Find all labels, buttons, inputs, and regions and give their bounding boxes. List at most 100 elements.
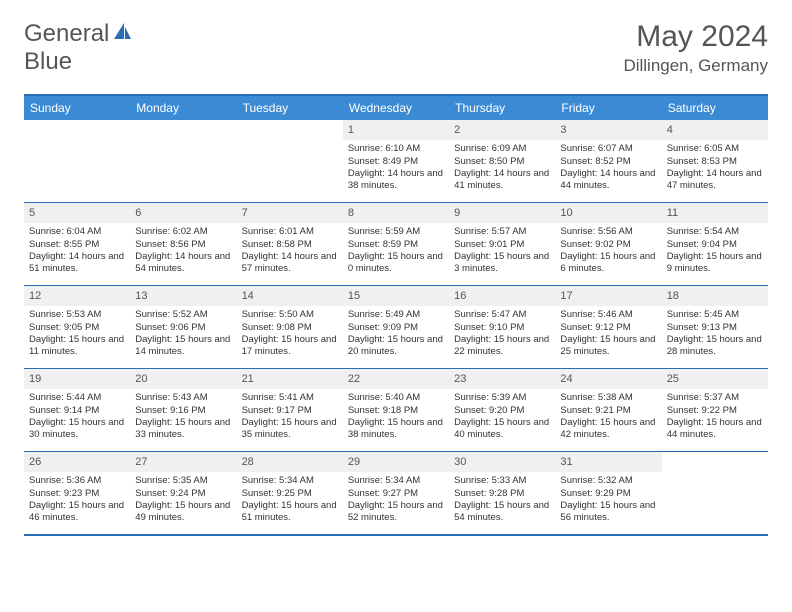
- day-9: 9Sunrise: 5:57 AMSunset: 9:01 PMDaylight…: [449, 203, 555, 285]
- day-details: Sunrise: 5:39 AMSunset: 9:20 PMDaylight:…: [449, 389, 555, 446]
- sunset-line: Sunset: 9:13 PM: [667, 322, 763, 334]
- daylight-line: Daylight: 15 hours and 54 minutes.: [454, 500, 550, 525]
- sunset-line: Sunset: 9:21 PM: [560, 405, 656, 417]
- sunset-line: Sunset: 8:56 PM: [135, 239, 231, 251]
- sunset-line: Sunset: 9:25 PM: [242, 488, 338, 500]
- weekday-tuesday: Tuesday: [237, 96, 343, 120]
- daylight-line: Daylight: 15 hours and 51 minutes.: [242, 500, 338, 525]
- day-number: 27: [130, 452, 236, 472]
- sunrise-line: Sunrise: 5:50 AM: [242, 309, 338, 321]
- daylight-line: Daylight: 14 hours and 57 minutes.: [242, 251, 338, 276]
- daylight-line: Daylight: 14 hours and 47 minutes.: [667, 168, 763, 193]
- day-details: Sunrise: 5:59 AMSunset: 8:59 PMDaylight:…: [343, 223, 449, 280]
- day-number: 12: [24, 286, 130, 306]
- daylight-line: Daylight: 14 hours and 44 minutes.: [560, 168, 656, 193]
- day-number: 11: [662, 203, 768, 223]
- day-number: [24, 120, 130, 140]
- sunset-line: Sunset: 8:50 PM: [454, 156, 550, 168]
- daylight-line: Daylight: 15 hours and 38 minutes.: [348, 417, 444, 442]
- daylight-line: Daylight: 15 hours and 17 minutes.: [242, 334, 338, 359]
- daylight-line: Daylight: 15 hours and 42 minutes.: [560, 417, 656, 442]
- week-row: 12Sunrise: 5:53 AMSunset: 9:05 PMDayligh…: [24, 286, 768, 369]
- daylight-line: Daylight: 15 hours and 11 minutes.: [29, 334, 125, 359]
- day-number: 26: [24, 452, 130, 472]
- sail-icon: [111, 21, 133, 48]
- sunset-line: Sunset: 9:18 PM: [348, 405, 444, 417]
- day-11: 11 Sunrise: 5:54 AMSunset: 9:04 PMDayligh…: [662, 203, 768, 285]
- sunrise-line: Sunrise: 5:53 AM: [29, 309, 125, 321]
- daylight-line: Daylight: 15 hours and 33 minutes.: [135, 417, 231, 442]
- day-number: 17: [555, 286, 661, 306]
- daylight-line: Daylight: 14 hours and 51 minutes.: [29, 251, 125, 276]
- day-details: Sunrise: 5:36 AMSunset: 9:23 PMDaylight:…: [24, 472, 130, 529]
- day-number: 31: [555, 452, 661, 472]
- day-empty: [662, 452, 768, 534]
- day-details: Sunrise: 5:44 AMSunset: 9:14 PMDaylight:…: [24, 389, 130, 446]
- day-details: Sunrise: 5:57 AMSunset: 9:01 PMDaylight:…: [449, 223, 555, 280]
- day-28: 28Sunrise: 5:34 AMSunset: 9:25 PMDayligh…: [237, 452, 343, 534]
- week-row: 26Sunrise: 5:36 AMSunset: 9:23 PMDayligh…: [24, 452, 768, 534]
- daylight-line: Daylight: 15 hours and 6 minutes.: [560, 251, 656, 276]
- day-number: 10: [555, 203, 661, 223]
- sunset-line: Sunset: 9:27 PM: [348, 488, 444, 500]
- sunrise-line: Sunrise: 5:54 AM: [667, 226, 763, 238]
- day-details: Sunrise: 6:01 AMSunset: 8:58 PMDaylight:…: [237, 223, 343, 280]
- sunset-line: Sunset: 8:59 PM: [348, 239, 444, 251]
- month-title: May 2024: [623, 20, 768, 54]
- weekday-friday: Friday: [555, 96, 661, 120]
- day-21: 21Sunrise: 5:41 AMSunset: 9:17 PMDayligh…: [237, 369, 343, 451]
- day-number: 23: [449, 369, 555, 389]
- week-row: 1Sunrise: 6:10 AMSunset: 8:49 PMDaylight…: [24, 120, 768, 203]
- day-details: Sunrise: 5:50 AMSunset: 9:08 PMDaylight:…: [237, 306, 343, 363]
- day-number: 15: [343, 286, 449, 306]
- sunrise-line: Sunrise: 5:59 AM: [348, 226, 444, 238]
- day-empty: [24, 120, 130, 202]
- day-details: Sunrise: 5:46 AMSunset: 9:12 PMDaylight:…: [555, 306, 661, 363]
- day-number: 4: [662, 120, 768, 140]
- sunset-line: Sunset: 9:29 PM: [560, 488, 656, 500]
- day-26: 26Sunrise: 5:36 AMSunset: 9:23 PMDayligh…: [24, 452, 130, 534]
- day-number: 29: [343, 452, 449, 472]
- day-number: 21: [237, 369, 343, 389]
- sunrise-line: Sunrise: 5:34 AM: [348, 475, 444, 487]
- sunset-line: Sunset: 9:14 PM: [29, 405, 125, 417]
- day-number: 14: [237, 286, 343, 306]
- sunrise-line: Sunrise: 5:37 AM: [667, 392, 763, 404]
- daylight-line: Daylight: 15 hours and 25 minutes.: [560, 334, 656, 359]
- day-number: 22: [343, 369, 449, 389]
- day-details: Sunrise: 5:40 AMSunset: 9:18 PMDaylight:…: [343, 389, 449, 446]
- day-details: Sunrise: 5:47 AMSunset: 9:10 PMDaylight:…: [449, 306, 555, 363]
- sunset-line: Sunset: 9:01 PM: [454, 239, 550, 251]
- day-details: Sunrise: 5:49 AMSunset: 9:09 PMDaylight:…: [343, 306, 449, 363]
- day-details: Sunrise: 6:09 AMSunset: 8:50 PMDaylight:…: [449, 140, 555, 197]
- day-number: 2: [449, 120, 555, 140]
- day-details: Sunrise: 5:45 AMSunset: 9:13 PMDaylight:…: [662, 306, 768, 363]
- sunset-line: Sunset: 9:10 PM: [454, 322, 550, 334]
- day-number: [130, 120, 236, 140]
- day-16: 16Sunrise: 5:47 AMSunset: 9:10 PMDayligh…: [449, 286, 555, 368]
- weekday-wednesday: Wednesday: [343, 96, 449, 120]
- day-details: Sunrise: 6:07 AMSunset: 8:52 PMDaylight:…: [555, 140, 661, 197]
- day-details: Sunrise: 5:34 AMSunset: 9:27 PMDaylight:…: [343, 472, 449, 529]
- sunset-line: Sunset: 9:04 PM: [667, 239, 763, 251]
- day-number: 28: [237, 452, 343, 472]
- sunset-line: Sunset: 9:05 PM: [29, 322, 125, 334]
- sunrise-line: Sunrise: 5:39 AM: [454, 392, 550, 404]
- daylight-line: Daylight: 15 hours and 46 minutes.: [29, 500, 125, 525]
- day-details: Sunrise: 5:34 AMSunset: 9:25 PMDaylight:…: [237, 472, 343, 529]
- sunrise-line: Sunrise: 5:36 AM: [29, 475, 125, 487]
- location: Dillingen, Germany: [623, 56, 768, 76]
- sunset-line: Sunset: 9:23 PM: [29, 488, 125, 500]
- daylight-line: Daylight: 14 hours and 38 minutes.: [348, 168, 444, 193]
- day-details: Sunrise: 5:43 AMSunset: 9:16 PMDaylight:…: [130, 389, 236, 446]
- sunset-line: Sunset: 9:08 PM: [242, 322, 338, 334]
- day-empty: [237, 120, 343, 202]
- sunset-line: Sunset: 8:53 PM: [667, 156, 763, 168]
- day-5: 5Sunrise: 6:04 AMSunset: 8:55 PMDaylight…: [24, 203, 130, 285]
- sunrise-line: Sunrise: 6:05 AM: [667, 143, 763, 155]
- daylight-line: Daylight: 15 hours and 9 minutes.: [667, 251, 763, 276]
- day-details: Sunrise: 5:38 AMSunset: 9:21 PMDaylight:…: [555, 389, 661, 446]
- sunrise-line: Sunrise: 5:40 AM: [348, 392, 444, 404]
- week-row: 5Sunrise: 6:04 AMSunset: 8:55 PMDaylight…: [24, 203, 768, 286]
- daylight-line: Daylight: 15 hours and 30 minutes.: [29, 417, 125, 442]
